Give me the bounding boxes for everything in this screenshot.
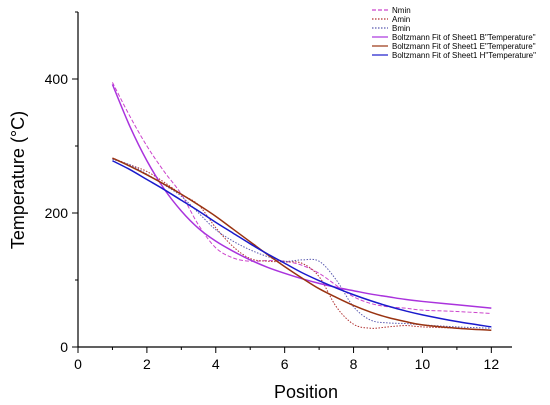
legend-label-5: Boltzmann Fit of Sheet1 H"Temperature" bbox=[392, 51, 536, 60]
series-line-0 bbox=[111, 82, 492, 314]
x-tick-label: 2 bbox=[143, 356, 151, 372]
series-line-1 bbox=[112, 157, 492, 331]
legend-label-3: Boltzmann Fit of Sheet1 B"Temperature" bbox=[392, 33, 536, 42]
x-tick-label: 4 bbox=[212, 356, 220, 372]
series-layer bbox=[111, 82, 492, 331]
y-axis-title: Temperature (°C) bbox=[8, 111, 28, 249]
series-line-3 bbox=[111, 84, 492, 309]
y-tick-label: 400 bbox=[45, 71, 69, 87]
axes: 0 2 4 6 8 10 12 0 200 400 bbox=[45, 11, 512, 372]
y-tick-label: 200 bbox=[45, 205, 69, 221]
x-tick-label: 8 bbox=[350, 356, 358, 372]
series-line-2 bbox=[112, 158, 492, 329]
series-line-4 bbox=[112, 157, 492, 331]
x-axis-title: Position bbox=[274, 382, 338, 402]
legend-label-0: Nmin bbox=[392, 6, 411, 15]
x-tick-label: 12 bbox=[484, 356, 500, 372]
y-tick-label: 0 bbox=[60, 339, 68, 355]
x-tick-label: 0 bbox=[74, 356, 82, 372]
x-tick-label: 10 bbox=[415, 356, 431, 372]
legend-label-4: Boltzmann Fit of Sheet1 E"Temperature" bbox=[392, 42, 536, 51]
series-line-5 bbox=[112, 160, 492, 328]
legend-label-1: Amin bbox=[392, 15, 410, 24]
legend-label-2: Bmin bbox=[392, 24, 410, 33]
x-tick-label: 6 bbox=[281, 356, 289, 372]
